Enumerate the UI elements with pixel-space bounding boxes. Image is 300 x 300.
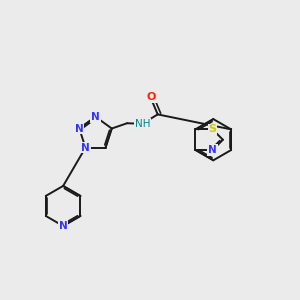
Text: NH: NH xyxy=(135,119,150,129)
Text: S: S xyxy=(208,124,217,134)
Text: N: N xyxy=(75,124,84,134)
Text: N: N xyxy=(208,145,217,155)
Text: O: O xyxy=(146,92,156,102)
Text: N: N xyxy=(81,142,90,153)
Text: N: N xyxy=(91,112,100,122)
Text: N: N xyxy=(59,221,68,231)
